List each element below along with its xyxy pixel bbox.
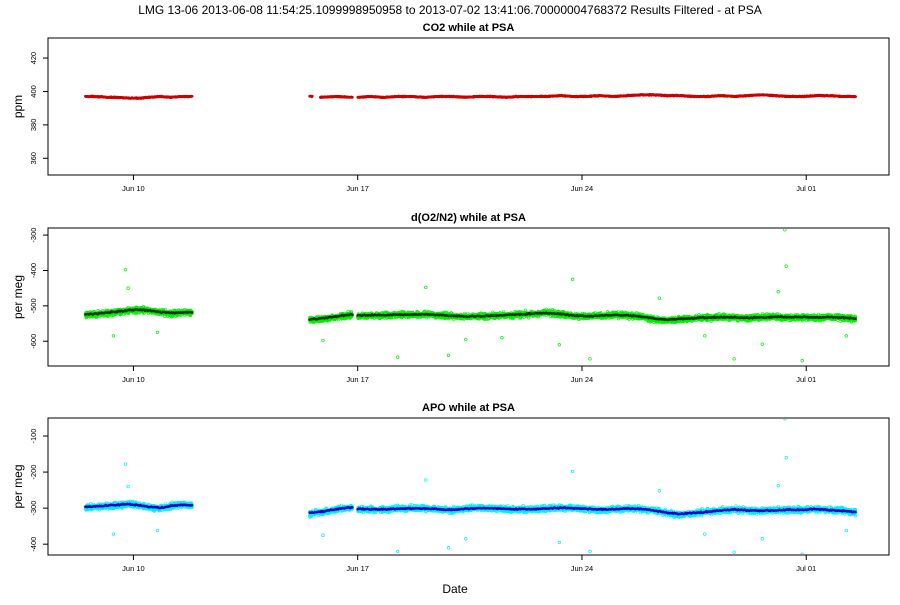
o2n2-y-tick-label: -600 xyxy=(29,334,38,349)
o2n2-y-axis-label: per meg xyxy=(11,275,25,319)
co2-panel-title: CO2 while at PSA xyxy=(423,22,515,34)
o2n2-panel-title: d(O2/N2) while at PSA xyxy=(411,212,526,224)
o2n2-y-tick-label: -400 xyxy=(29,263,38,278)
co2-panel: CO2 while at PSA ppm 360 380 400 420 Jun 10 Jun… xyxy=(11,22,889,193)
o2n2-x-tick-label: Jun 10 xyxy=(122,375,145,384)
o2n2-measurements-series xyxy=(84,305,857,324)
o2n2-x-tick-label: Jun 24 xyxy=(571,375,594,384)
figure-title: LMG 13-06 2013-06-08 11:54:25.1099998950… xyxy=(138,3,762,17)
co2-x-tick-label: Jun 17 xyxy=(346,184,369,193)
co2-y-axis-label: ppm xyxy=(11,95,25,118)
o2n2-points xyxy=(84,229,857,363)
co2-measurements-series xyxy=(84,93,856,99)
co2-x-tick-label: Jun 24 xyxy=(571,184,594,193)
figure-x-axis-label: Date xyxy=(442,582,468,596)
co2-x-tick-label: Jul 01 xyxy=(796,184,816,193)
co2-y-tick-label: 420 xyxy=(29,52,38,65)
o2n2-y-tick-label: -500 xyxy=(29,298,38,313)
o2n2-x-tick-label: Jun 17 xyxy=(346,375,369,384)
o2n2-y-tick-label: -300 xyxy=(29,228,38,243)
o2n2-x-tick-label: Jul 01 xyxy=(796,375,816,384)
co2-plot-frame xyxy=(48,38,889,175)
co2-points xyxy=(84,93,856,99)
co2-x-tick-label: Jun 10 xyxy=(122,184,145,193)
co2-y-tick-label: 380 xyxy=(29,119,38,132)
o2n2-panel: d(O2/N2) while at PSA per meg -300 -400 -500… xyxy=(11,212,889,384)
co2-y-tick-label: 400 xyxy=(29,85,38,98)
co2-y-tick-label: 360 xyxy=(29,152,38,165)
